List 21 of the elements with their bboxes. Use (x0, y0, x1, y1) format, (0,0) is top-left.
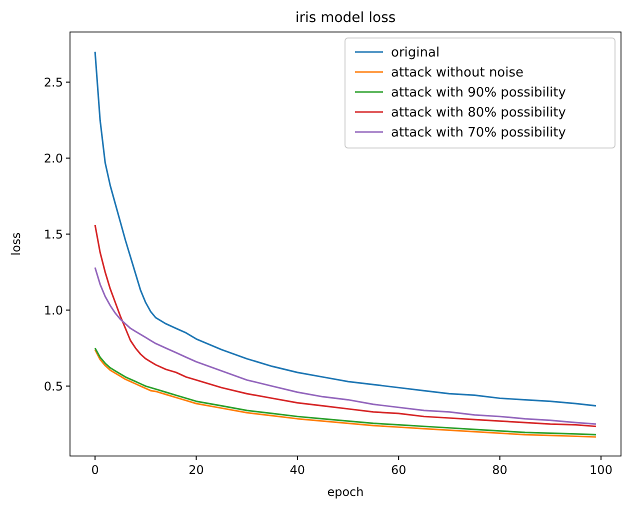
y-tick-label: 1.5 (44, 227, 63, 242)
x-tick-label: 60 (390, 463, 406, 477)
line-series (94, 266, 597, 425)
y-tick-label: 1.0 (44, 303, 63, 318)
x-tick-label: 20 (188, 463, 204, 477)
y-tick-label: 0.5 (44, 379, 63, 394)
legend-label: attack with 80% possibility (391, 106, 566, 121)
x-tick-label: 40 (290, 463, 306, 477)
x-tick-label: 80 (492, 463, 508, 477)
y-tick-label: 2.0 (44, 151, 63, 166)
legend-label: attack without noise (391, 66, 524, 81)
line-series (94, 224, 597, 428)
legend-label: original (391, 46, 440, 61)
chart-title: iris model loss (295, 10, 396, 26)
y-axis-title: loss (9, 232, 23, 256)
x-tick-label: 100 (590, 463, 612, 477)
y-tick-label: 2.5 (44, 75, 63, 90)
legend-label: attack with 70% possibility (391, 126, 566, 141)
legend-label: attack with 90% possibility (391, 86, 566, 101)
x-axis-title: epoch (327, 485, 364, 499)
x-tick-label: 0 (91, 463, 99, 477)
